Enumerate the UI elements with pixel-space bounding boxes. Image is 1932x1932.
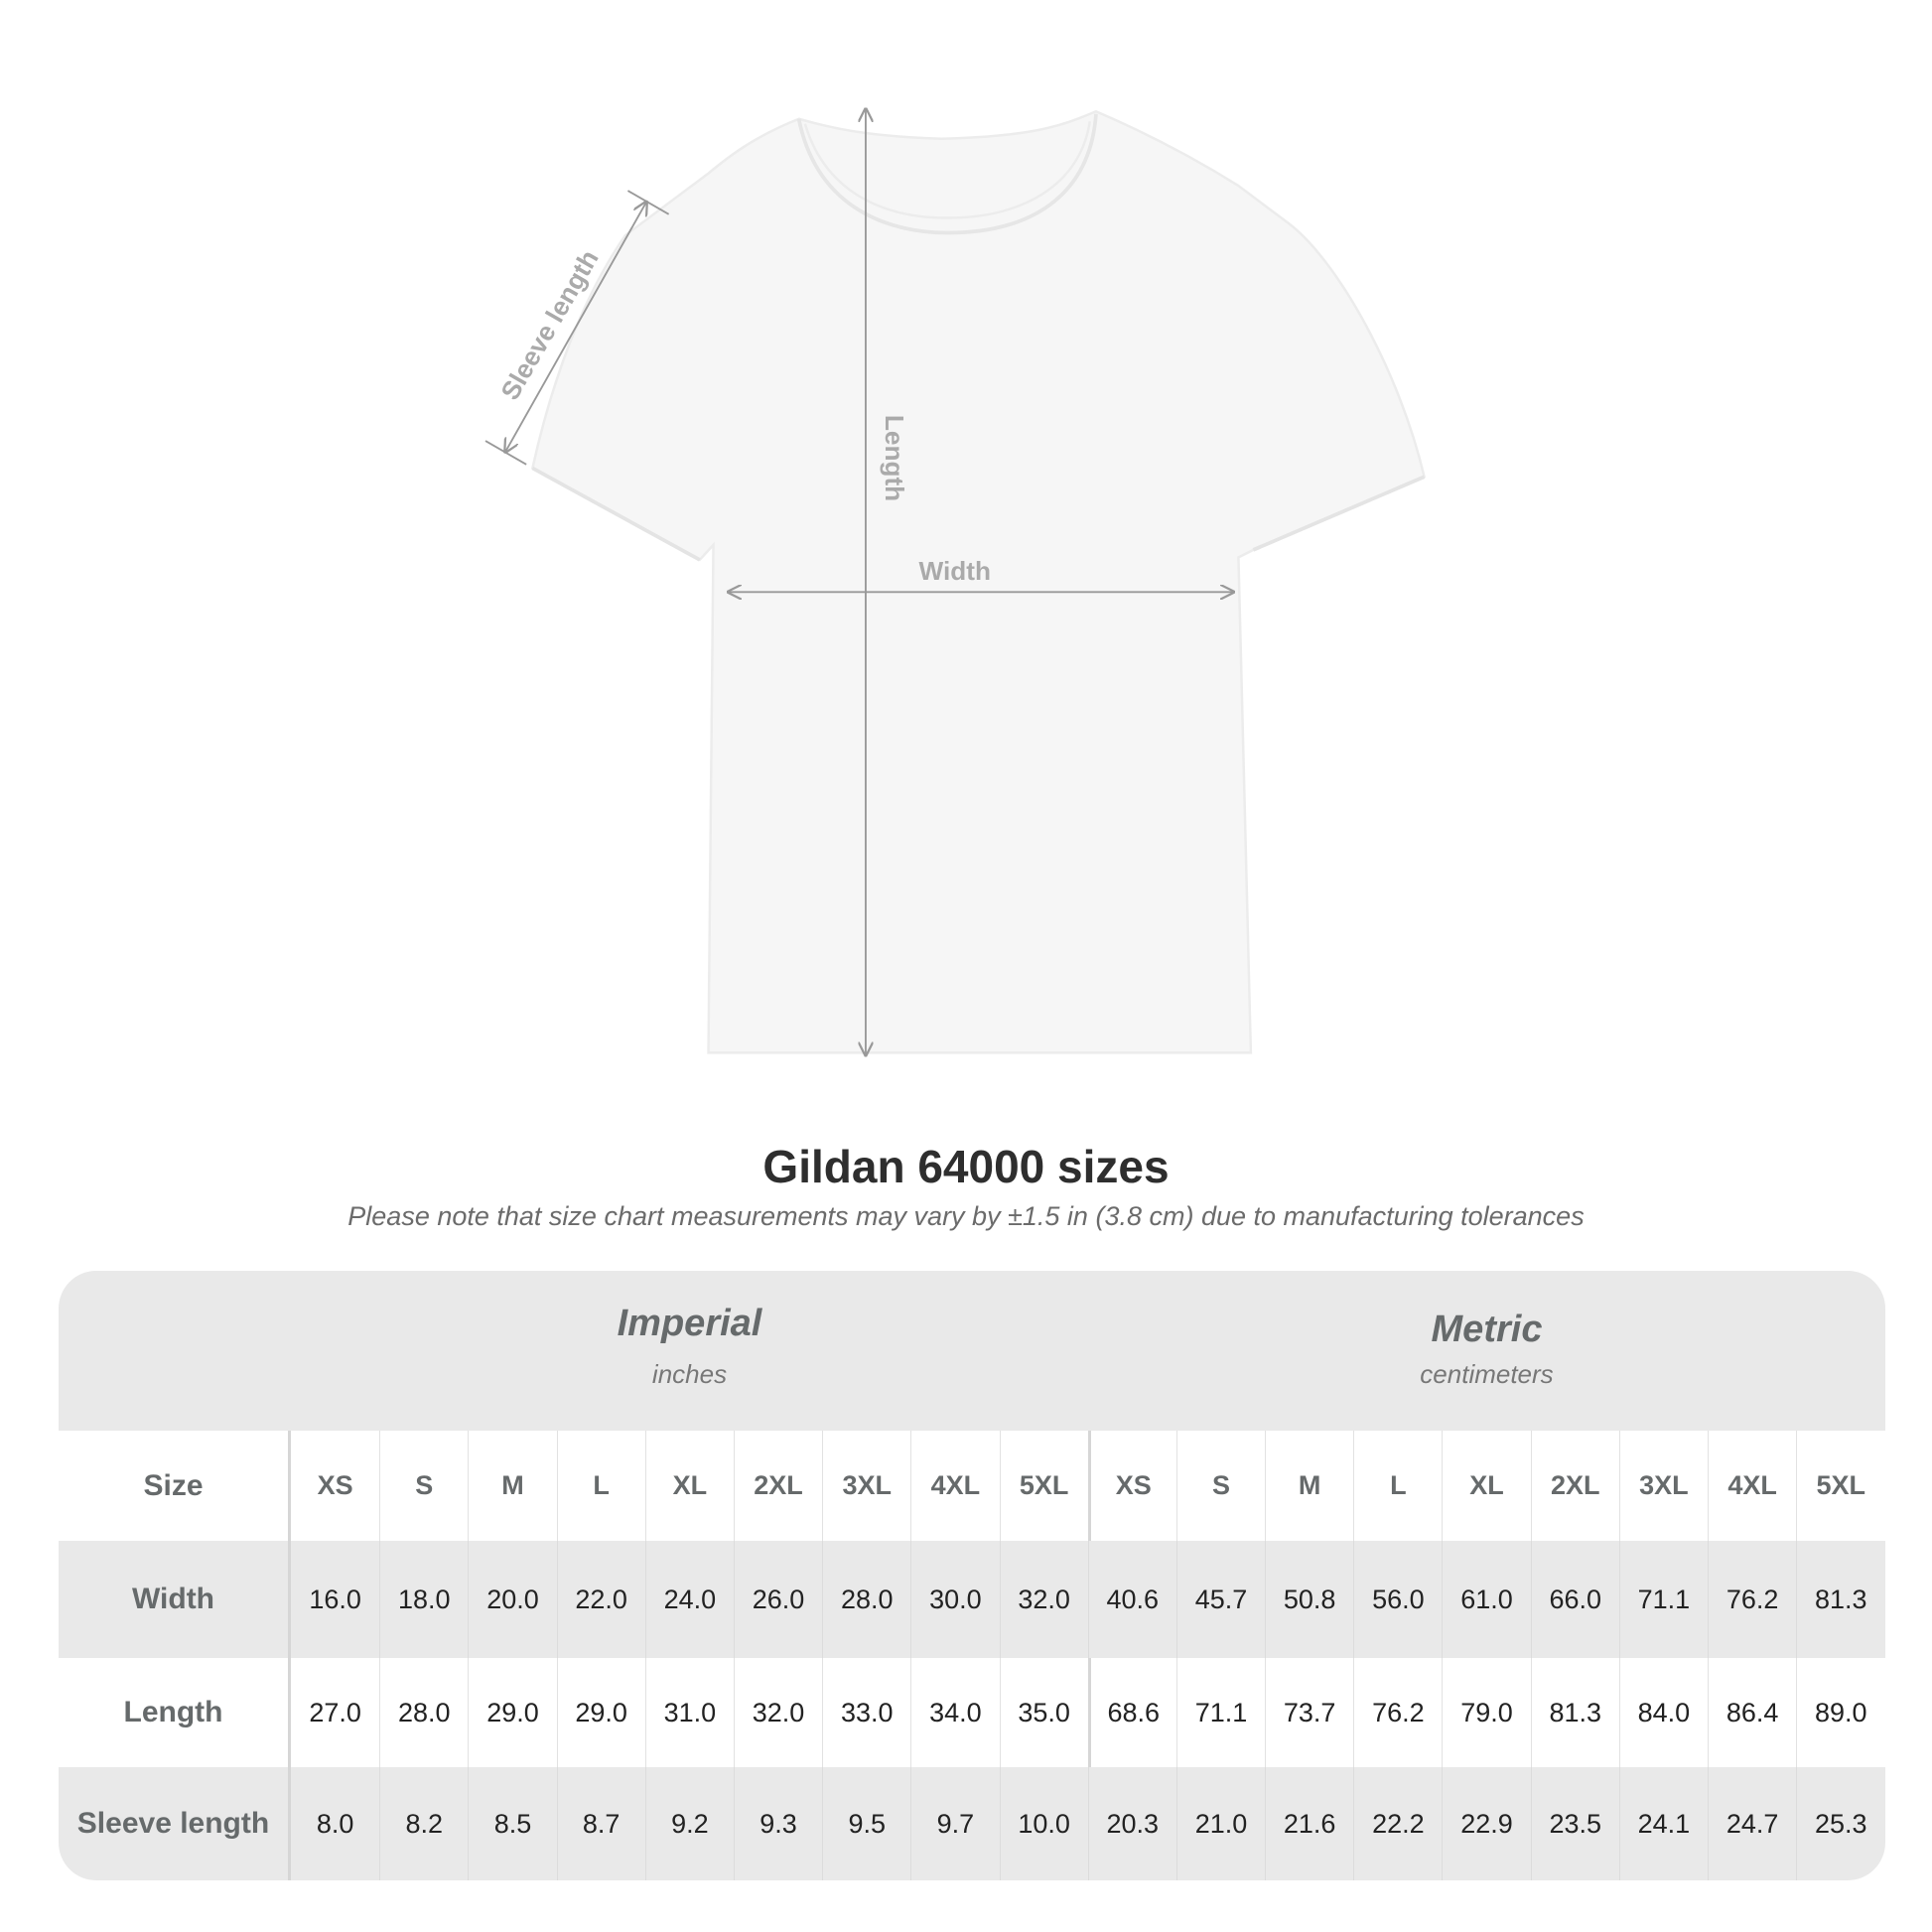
size-header-cell: M xyxy=(1265,1431,1353,1541)
table-cell: 68.6 xyxy=(1087,1658,1176,1767)
imperial-group-header: Imperial inches xyxy=(291,1303,1088,1390)
table-cell: 24.7 xyxy=(1708,1767,1796,1880)
table-cell: 50.8 xyxy=(1265,1541,1353,1658)
table-cell: 20.3 xyxy=(1087,1767,1176,1880)
metric-group-header: Metric centimeters xyxy=(1088,1309,1885,1390)
table-cell: 21.6 xyxy=(1265,1767,1353,1880)
size-header-cell: S xyxy=(379,1431,468,1541)
imperial-unit: inches xyxy=(651,1359,728,1389)
table-cell: 18.0 xyxy=(379,1541,468,1658)
table-cell: 71.1 xyxy=(1618,1541,1708,1658)
size-header-cell: M xyxy=(468,1431,556,1541)
size-header-cell: L xyxy=(1353,1431,1442,1541)
table-cell: 28.0 xyxy=(379,1658,468,1767)
metric-title: Metric xyxy=(1431,1309,1543,1350)
page-title: Gildan 64000 sizes xyxy=(762,1141,1170,1192)
size-header-cell: 4XL xyxy=(910,1431,999,1541)
size-header-cell: L xyxy=(556,1431,645,1541)
table-cell: 9.7 xyxy=(910,1767,999,1880)
size-header-cell: 5XL xyxy=(1796,1431,1884,1541)
table-row: Length 27.0 28.0 29.0 29.0 31.0 32.0 33.0 34.0 35… xyxy=(59,1658,1885,1767)
table-cell: 61.0 xyxy=(1442,1541,1530,1658)
table-cell: 76.2 xyxy=(1353,1658,1442,1767)
table-cell: 79.0 xyxy=(1442,1658,1530,1767)
table-cell: 24.0 xyxy=(644,1541,734,1658)
table-cell: 66.0 xyxy=(1530,1541,1619,1658)
size-header-cell: XL xyxy=(1442,1431,1530,1541)
size-header-cell: 2XL xyxy=(1530,1431,1619,1541)
table-cell: 21.0 xyxy=(1175,1767,1265,1880)
tolerance-note: Please note that size chart measurements… xyxy=(347,1201,1585,1231)
size-table: Imperial inches Metric centimeters Size X… xyxy=(59,1271,1885,1880)
table-cell: 9.3 xyxy=(733,1767,822,1880)
imperial-title: Imperial xyxy=(617,1303,762,1344)
table-cell: 73.7 xyxy=(1265,1658,1353,1767)
table-cell: 26.0 xyxy=(733,1541,822,1658)
table-row: Sleeve length 8.0 8.2 8.5 8.7 9.2 9.3 9.5 9.7 10.… xyxy=(59,1767,1885,1880)
table-cell: 16.0 xyxy=(309,1584,361,1614)
size-header-cell: 2XL xyxy=(733,1431,822,1541)
row-label: Sleeve length xyxy=(59,1767,291,1880)
table-cell: 32.0 xyxy=(999,1541,1088,1658)
size-header-row: Size XS S M L XL 2XL 3XL 4XL 5XL XS S M L XL 2XL 3XL 4XL 5… xyxy=(59,1431,1885,1541)
length-label: Length xyxy=(880,415,909,501)
table-cell: 76.2 xyxy=(1708,1541,1796,1658)
table-cell: 28.0 xyxy=(822,1541,910,1658)
table-cell: 33.0 xyxy=(822,1658,910,1767)
table-cell: 35.0 xyxy=(999,1658,1088,1767)
table-cell: 30.0 xyxy=(910,1541,999,1658)
size-header-cell: XL xyxy=(644,1431,734,1541)
size-header-cell: 3XL xyxy=(822,1431,910,1541)
table-cell: 24.1 xyxy=(1618,1767,1708,1880)
table-cell: 22.9 xyxy=(1442,1767,1530,1880)
table-cell: 9.2 xyxy=(644,1767,734,1880)
table-cell: 8.7 xyxy=(556,1767,645,1880)
table-cell: 34.0 xyxy=(910,1658,999,1767)
metric-unit: centimeters xyxy=(1420,1359,1554,1389)
size-header-cell: 4XL xyxy=(1708,1431,1796,1541)
table-cell: 29.0 xyxy=(556,1658,645,1767)
table-cell: 56.0 xyxy=(1353,1541,1442,1658)
table-cell: 31.0 xyxy=(644,1658,734,1767)
table-cell: 45.7 xyxy=(1175,1541,1265,1658)
table-cell: 10.0 xyxy=(999,1767,1088,1880)
table-cell: 9.5 xyxy=(822,1767,910,1880)
size-header-cell: 3XL xyxy=(1618,1431,1708,1541)
table-cell: 23.5 xyxy=(1530,1767,1619,1880)
size-header-cell: XS xyxy=(317,1470,353,1500)
table-cell: 8.5 xyxy=(468,1767,556,1880)
table-cell: 27.0 xyxy=(309,1697,361,1727)
table-cell: 32.0 xyxy=(733,1658,822,1767)
table-cell: 29.0 xyxy=(468,1658,556,1767)
width-label: Width xyxy=(919,556,991,586)
neckline xyxy=(796,113,1098,235)
row-label: Length xyxy=(59,1658,291,1767)
table-cell: 86.4 xyxy=(1708,1658,1796,1767)
row-label: Width xyxy=(59,1541,291,1658)
table-cell: 40.6 xyxy=(1087,1541,1176,1658)
table-cell: 84.0 xyxy=(1618,1658,1708,1767)
table-cell: 8.2 xyxy=(379,1767,468,1880)
size-label: Size xyxy=(59,1431,291,1541)
table-cell: 71.1 xyxy=(1175,1658,1265,1767)
table-cell: 25.3 xyxy=(1796,1767,1884,1880)
table-cell: 89.0 xyxy=(1796,1658,1884,1767)
size-header-cell: S xyxy=(1175,1431,1265,1541)
table-cell: 22.2 xyxy=(1353,1767,1442,1880)
table-row: Width 16.0 18.0 20.0 22.0 24.0 26.0 28.0 30.0 32.… xyxy=(59,1541,1885,1658)
size-header-cell: XS xyxy=(1087,1431,1176,1541)
size-header-cell: 5XL xyxy=(999,1431,1088,1541)
table-cell: 81.3 xyxy=(1796,1541,1884,1658)
table-cell: 22.0 xyxy=(556,1541,645,1658)
sleeve-measure-line xyxy=(505,202,646,452)
table-cell: 20.0 xyxy=(468,1541,556,1658)
table-cell: 8.0 xyxy=(316,1808,354,1839)
table-cell: 81.3 xyxy=(1530,1658,1619,1767)
